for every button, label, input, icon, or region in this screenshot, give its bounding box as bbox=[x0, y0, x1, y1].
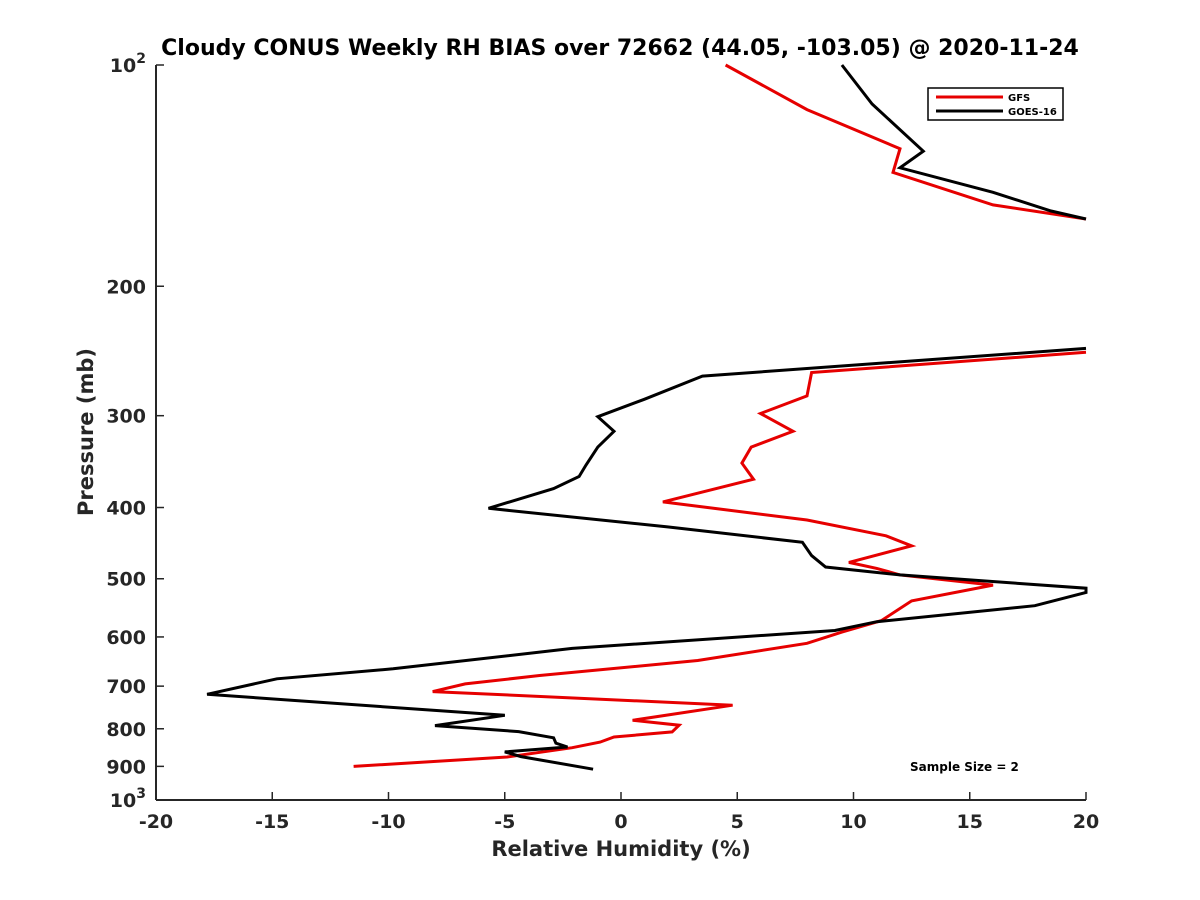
legend: GFS GOES-16 bbox=[927, 87, 1064, 121]
y-tick-label: 103 bbox=[110, 786, 146, 812]
legend-label-gfs: GFS bbox=[1008, 93, 1030, 104]
series-layer bbox=[206, 63, 1088, 771]
y-tick-label: 800 bbox=[106, 719, 146, 741]
x-tick-label: 0 bbox=[614, 811, 627, 833]
y-axis-label: Pressure (mb) bbox=[74, 348, 98, 516]
legend-label-goes16: GOES-16 bbox=[1008, 107, 1057, 118]
x-tick-label: 5 bbox=[731, 811, 744, 833]
y-tick-label: 600 bbox=[106, 627, 146, 649]
y-tick-label: 300 bbox=[106, 406, 146, 428]
series-line-gfs bbox=[353, 63, 1087, 768]
series-line-goes-16 bbox=[206, 64, 1088, 771]
x-axis-label: Relative Humidity (%) bbox=[491, 837, 750, 861]
y-axis-ticks: 102 200 300 400 500 600 700 800 900 103 bbox=[106, 51, 164, 812]
legend-box bbox=[927, 87, 1064, 121]
sample-size-annotation: Sample Size = 2 bbox=[910, 760, 1019, 774]
x-tick-label: -20 bbox=[139, 811, 173, 833]
x-tick-label: -5 bbox=[494, 811, 515, 833]
x-tick-label: -15 bbox=[255, 811, 289, 833]
x-axis-ticks: -20 -15 -10 -5 0 5 10 15 20 bbox=[139, 792, 1099, 833]
x-tick-label: 20 bbox=[1073, 811, 1099, 833]
y-tick-label: 102 bbox=[110, 51, 146, 77]
chart-title: Cloudy CONUS Weekly RH BIAS over 72662 (… bbox=[161, 36, 1079, 61]
plot-area bbox=[156, 65, 1086, 800]
x-tick-label: -10 bbox=[371, 811, 405, 833]
y-tick-label: 400 bbox=[106, 498, 146, 520]
x-tick-label: 15 bbox=[957, 811, 983, 833]
y-tick-label: 500 bbox=[106, 569, 146, 591]
x-tick-label: 10 bbox=[840, 811, 866, 833]
y-tick-label: 700 bbox=[106, 676, 146, 698]
y-tick-label: 200 bbox=[106, 276, 146, 298]
y-tick-label: 900 bbox=[106, 756, 146, 778]
